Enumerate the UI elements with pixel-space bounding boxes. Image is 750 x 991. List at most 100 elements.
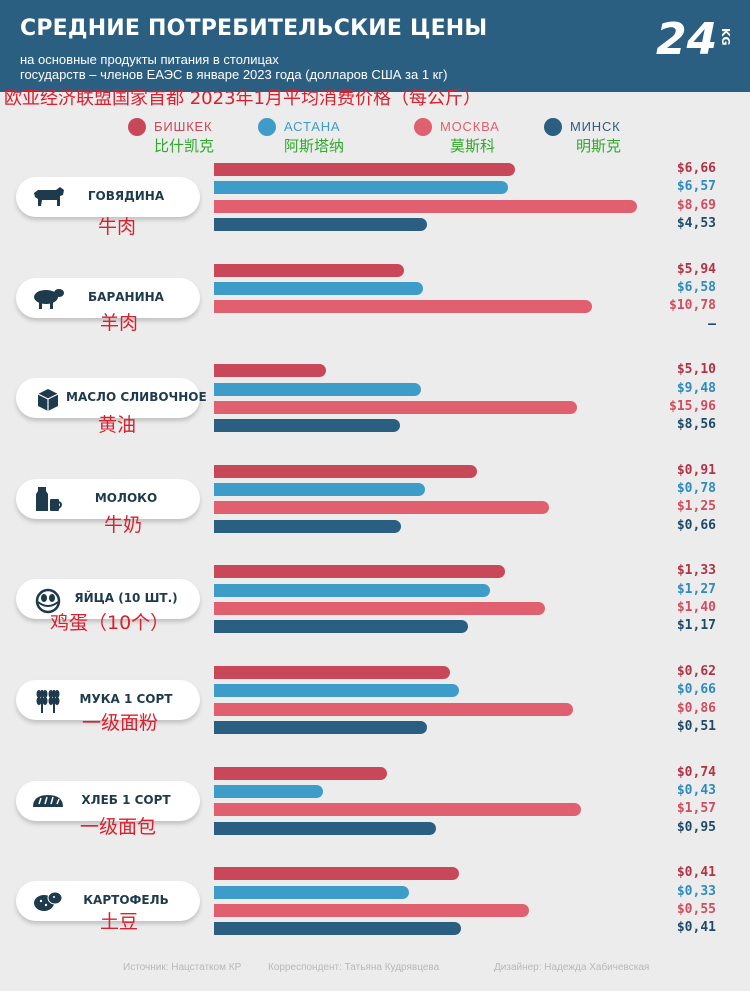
bar-астана <box>214 684 459 698</box>
value-label: – <box>708 316 716 332</box>
legend-label: МОСКВА <box>440 119 500 134</box>
butter-icon <box>30 382 66 414</box>
bar-москва <box>214 903 529 917</box>
legend-label-cn: 阿斯塔纳 <box>284 137 345 155</box>
value-label: $1,33 <box>676 563 716 579</box>
legend-label: МИНСК <box>570 119 621 134</box>
category-label-cn: 鸡蛋（10个） <box>50 612 170 634</box>
bread-icon <box>30 785 66 817</box>
category-card: ГОВЯДИНА <box>16 177 200 217</box>
legend-dot <box>128 118 146 136</box>
value-label: $1,17 <box>676 618 716 634</box>
bar-москва <box>214 501 549 515</box>
bar-минск <box>214 821 436 835</box>
subtitle-line-2: государств – членов ЕАЭС в январе 2023 г… <box>20 67 448 82</box>
bar-бишкек <box>214 666 450 679</box>
bar-москва <box>214 702 573 716</box>
value-label: $0,55 <box>676 901 716 917</box>
category-card: ХЛЕБ 1 СОРТ <box>16 780 200 821</box>
value-label: $5,94 <box>676 261 716 277</box>
value-label: $0,51 <box>676 718 716 734</box>
bar-астана <box>214 583 490 597</box>
value-label: $4,53 <box>676 215 716 231</box>
category-label-cn: 牛肉 <box>98 216 137 238</box>
legend-label-cn: 莫斯科 <box>450 137 496 155</box>
category-label: ГОВЯДИНА <box>87 189 165 203</box>
bar-бишкек <box>214 766 387 780</box>
value-label: $0,86 <box>676 700 716 716</box>
value-label: $0,41 <box>676 865 716 881</box>
page-title: СРЕДНИЕ ПОТРЕБИТЕЛЬСКИЕ ЦЕНЫ <box>20 16 488 41</box>
legend-dot <box>414 118 432 136</box>
category-label-cn: 一级面包 <box>80 816 157 838</box>
category-label: ЯЙЦА (10 ШТ.) <box>74 591 178 606</box>
category-label-cn: 羊肉 <box>100 312 139 334</box>
value-label: $1,25 <box>676 499 716 515</box>
value-label: $10,78 <box>669 298 716 314</box>
value-label: $0,91 <box>676 462 716 478</box>
category-label-cn: 土豆 <box>100 911 139 933</box>
category-label: МУКА 1 СОРТ <box>79 692 173 706</box>
cow-icon <box>30 181 66 213</box>
bar-астана <box>214 281 423 295</box>
value-label: $1,27 <box>676 581 716 597</box>
bar-бишкек <box>214 163 515 176</box>
category-card: МОЛОКО <box>16 478 200 519</box>
page-subtitle: на основные продукты питания в столицах … <box>20 52 580 82</box>
footer-correspondent: Корреспондент: Татьяна Кудрявцева <box>268 962 440 973</box>
value-label: $0,66 <box>676 517 716 533</box>
bar-астана <box>214 483 425 497</box>
bar-минск <box>214 620 468 634</box>
value-label: $0,41 <box>676 920 716 936</box>
value-label: $8,69 <box>676 197 716 213</box>
legend-dot <box>544 118 562 136</box>
bar-москва <box>214 199 637 213</box>
potato-icon <box>30 885 66 917</box>
value-label: $6,57 <box>676 179 716 195</box>
bar-астана <box>214 181 508 195</box>
bar-бишкек <box>214 364 326 378</box>
category-label: ХЛЕБ 1 СОРТ <box>81 792 171 807</box>
header-banner: СРЕДНИЕ ПОТРЕБИТЕЛЬСКИЕ ЦЕНЫ на основные… <box>0 0 750 92</box>
sheep-icon <box>30 282 66 314</box>
category-card: КАРТОФЕЛЬ <box>16 881 200 922</box>
legend-dot <box>258 118 276 136</box>
value-label: $0,95 <box>676 819 716 835</box>
legend-label-cn: 明斯克 <box>576 137 622 155</box>
bar-астана <box>214 885 409 899</box>
bar-минск <box>214 519 401 533</box>
bar-бишкек <box>214 867 459 881</box>
bar-москва <box>214 602 545 615</box>
bar-астана <box>214 382 421 396</box>
value-label: $0,33 <box>676 883 716 899</box>
value-label: $6,58 <box>676 279 716 295</box>
value-label: $6,66 <box>676 161 716 176</box>
logo-number: 24 <box>656 14 717 62</box>
value-label: $9,48 <box>676 380 716 396</box>
bar-минск <box>214 217 427 231</box>
value-label: $0,62 <box>676 664 716 679</box>
logo-suffix: KG <box>719 28 732 46</box>
category-label: БАРАНИНА <box>88 289 164 304</box>
bar-москва <box>214 300 592 314</box>
category-label: МАСЛО СЛИВОЧНОЕ <box>66 390 207 405</box>
chinese-title: 欧亚经济联盟国家首都 2023年1月平均消费价格（每公斤） <box>4 88 481 109</box>
category-label: КАРТОФЕЛЬ <box>83 893 169 908</box>
bar-минск <box>214 419 400 433</box>
value-label: $15,96 <box>669 398 716 414</box>
milk-icon <box>30 483 66 515</box>
footer-source: Источник: Нацстатком КР <box>123 962 242 973</box>
category-card: МАСЛО СЛИВОЧНОЕ <box>16 378 207 419</box>
legend-label: БИШКЕК <box>154 119 213 134</box>
value-label: $1,57 <box>676 801 716 817</box>
eggs-icon <box>30 583 66 615</box>
bar-минск <box>214 720 427 734</box>
bar-бишкек <box>214 464 477 478</box>
value-label: $0,74 <box>676 764 716 780</box>
logo-24kg-icon: 24 KG <box>656 14 732 62</box>
bar-астана <box>214 784 323 798</box>
bar-москва <box>214 803 581 817</box>
category-card: ЯЙЦА (10 ШТ.) <box>16 579 200 620</box>
category-label: МОЛОКО <box>94 490 158 505</box>
value-label: $5,10 <box>676 362 716 378</box>
